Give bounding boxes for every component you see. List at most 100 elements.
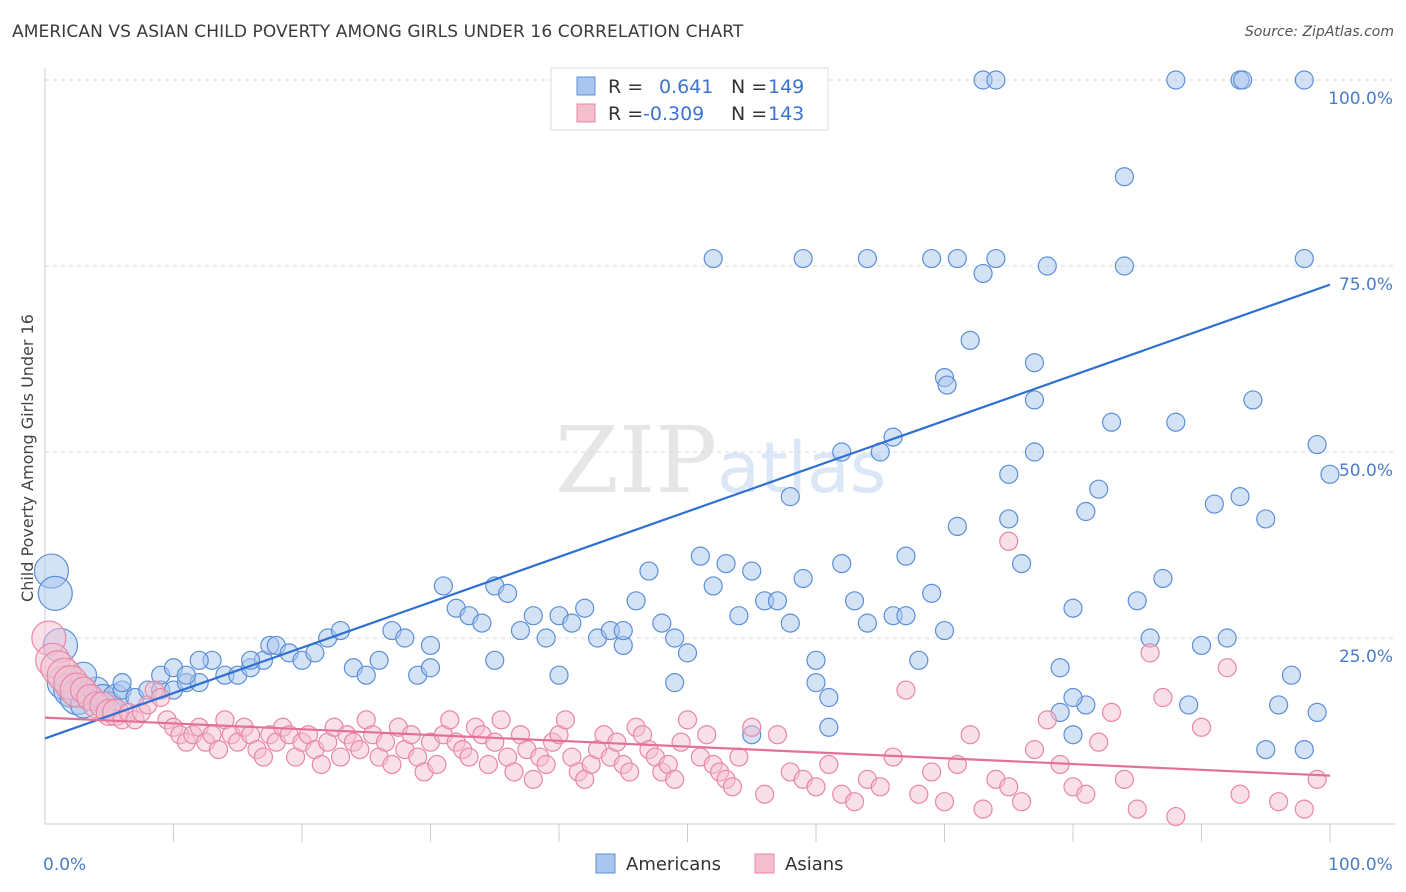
x-tick-label: 0.0% — [43, 855, 86, 875]
point-americans — [1204, 494, 1224, 514]
point-asians — [922, 762, 942, 782]
point-americans — [369, 650, 389, 670]
point-americans — [1191, 635, 1212, 656]
legend-r-value: 0.641 — [659, 76, 713, 98]
point-americans — [947, 248, 967, 269]
point-americans — [832, 553, 852, 574]
point-americans — [1217, 628, 1237, 648]
point-americans — [510, 620, 531, 641]
point-americans — [742, 561, 762, 581]
point-americans — [780, 613, 800, 633]
point-asians — [504, 762, 524, 782]
trend-lines — [44, 283, 1331, 777]
point-americans — [1166, 70, 1186, 90]
point-asians — [1166, 806, 1186, 827]
point-americans — [793, 568, 813, 589]
point-asians — [896, 680, 916, 700]
point-asians — [1230, 784, 1250, 804]
point-americans — [420, 658, 441, 678]
watermark: ZIPatlas — [555, 407, 886, 514]
point-asians — [870, 777, 890, 797]
point-americans — [909, 650, 929, 670]
point-americans — [433, 576, 453, 596]
point-americans — [665, 628, 685, 648]
point-asians — [1076, 784, 1096, 804]
point-americans — [844, 591, 865, 611]
point-americans — [819, 687, 839, 708]
point-americans — [806, 673, 826, 693]
point-asians — [754, 784, 775, 804]
point-asians — [1140, 643, 1160, 663]
y-tick-label: 75.0% — [1339, 275, 1393, 295]
point-asians — [742, 717, 762, 737]
point-americans — [999, 509, 1019, 529]
point-americans — [922, 583, 942, 603]
point-asians — [459, 747, 479, 767]
point-americans — [639, 561, 659, 581]
point-asians — [697, 725, 717, 745]
y-tick-label: 25.0% — [1339, 647, 1393, 667]
point-asians — [375, 732, 396, 752]
point-americans — [1230, 487, 1250, 507]
tick-labels: 0.0% 100.0% 25.0% 50.0% 75.0% 100.0% — [43, 89, 1393, 875]
point-americans — [626, 591, 646, 611]
y-tick-label: 50.0% — [1339, 461, 1393, 481]
point-americans — [1233, 70, 1253, 90]
point-americans — [305, 643, 325, 663]
point-asians — [311, 754, 331, 775]
correlation-legend: R = 0.641 N = 149 R = -0.309 N = 143 — [550, 67, 829, 131]
point-asians — [208, 739, 229, 760]
trend-line-asians — [44, 716, 1331, 777]
point-americans — [986, 248, 1006, 269]
point-americans — [420, 635, 441, 656]
point-asians — [491, 710, 511, 730]
point-americans — [562, 613, 582, 633]
point-asians — [973, 799, 993, 819]
point-americans — [1089, 479, 1109, 499]
point-asians — [909, 784, 929, 804]
point-asians — [1268, 792, 1289, 812]
point-americans — [356, 665, 376, 685]
y-axis-title: Child Poverty Among Girls Under 16 — [18, 314, 37, 602]
point-asians — [555, 710, 576, 730]
point-asians — [1217, 658, 1237, 678]
point-americans — [189, 650, 209, 670]
point-asians — [478, 754, 498, 775]
point-americans — [1024, 353, 1045, 373]
point-americans — [922, 248, 942, 269]
point-americans — [1320, 464, 1340, 484]
source-credit: Source: ZipAtlas.com — [1244, 24, 1394, 40]
point-asians — [671, 732, 691, 752]
point-americans — [934, 620, 955, 641]
point-americans — [112, 673, 132, 693]
point-americans — [857, 248, 878, 269]
legend-swatch-asians — [576, 103, 596, 123]
point-americans — [652, 613, 672, 633]
chart-title: AMERICAN VS ASIAN CHILD POVERTY AMONG GI… — [12, 22, 744, 42]
point-americans — [575, 598, 595, 618]
legend-r-label: R = — [608, 76, 643, 98]
point-americans — [703, 248, 723, 269]
point-americans — [1024, 390, 1045, 410]
point-asians — [485, 732, 505, 752]
point-asians — [427, 754, 447, 775]
point-asians — [1037, 710, 1057, 730]
point-americans — [793, 248, 813, 269]
point-americans — [960, 330, 980, 350]
point-americans — [986, 70, 1006, 90]
point-americans — [1024, 442, 1045, 462]
point-asians — [1011, 792, 1032, 812]
point-americans — [1166, 412, 1186, 432]
point-asians — [960, 725, 980, 745]
point-asians — [536, 754, 556, 775]
point-americans — [523, 606, 543, 626]
bottom-legend-label-americans: Americans — [626, 854, 721, 875]
point-americans — [1243, 390, 1263, 410]
point-asians — [350, 739, 370, 760]
point-asians — [999, 531, 1019, 551]
point-americans — [1076, 501, 1096, 522]
point-asians — [767, 725, 788, 745]
legend-swatch-americans — [576, 76, 596, 96]
legend-r-value: -0.309 — [643, 103, 704, 125]
